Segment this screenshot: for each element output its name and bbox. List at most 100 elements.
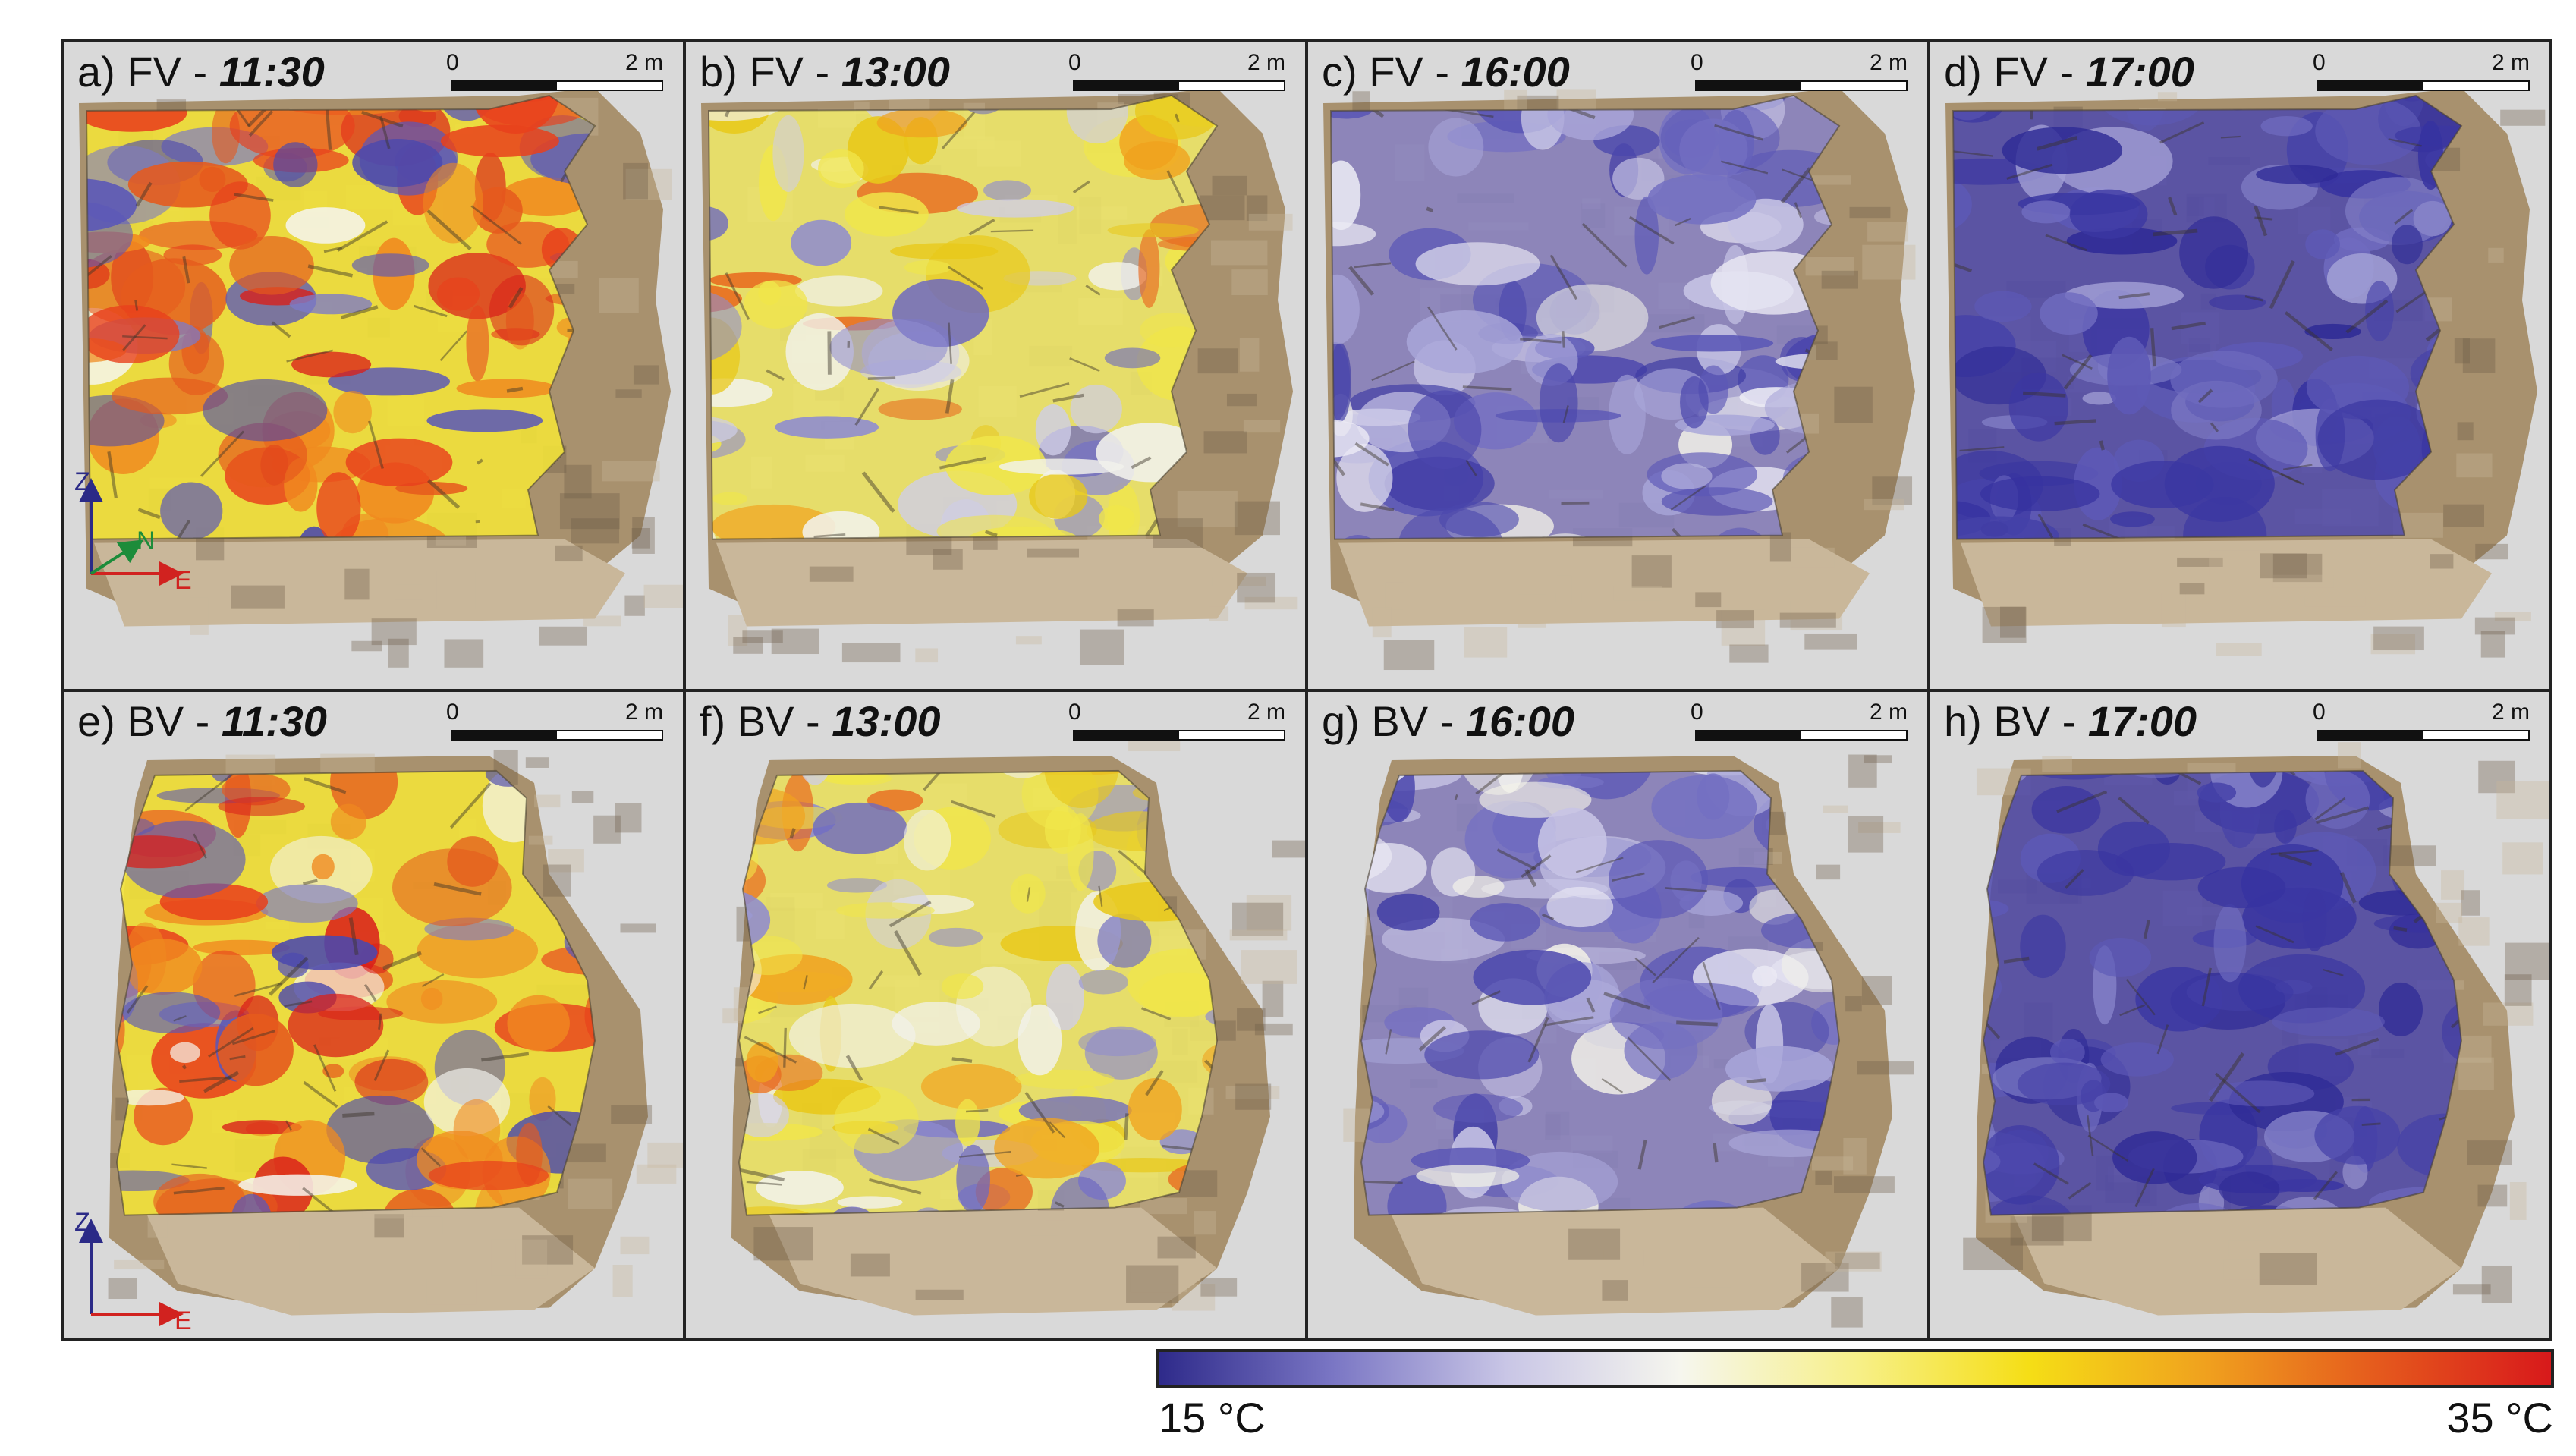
panel-letter: f) (700, 697, 726, 745)
scale-bar: 0 2 m (2313, 50, 2530, 103)
panel-scene (64, 692, 683, 1338)
panel-scene (64, 42, 683, 689)
panel-letter: h) (1944, 697, 1982, 745)
panel-view: BV (1993, 697, 2051, 745)
panel-sep: - (1423, 48, 1461, 96)
panel-scene (686, 42, 1305, 689)
panel-image (701, 87, 1298, 665)
scale-bar-fill (452, 731, 557, 739)
panel-scene (1930, 692, 2549, 1338)
panel-bv-1600: g) BV - 16:00 0 2 m (1308, 691, 1927, 1338)
panel-letter: d) (1944, 48, 1982, 96)
scale-bar: 0 2 m (446, 50, 663, 103)
scale-zero-label: 0 (1068, 50, 1081, 75)
thermal-overlay (1953, 95, 2461, 539)
panel-image (1963, 741, 2549, 1316)
scale-length-label: 2 m (1247, 50, 1285, 75)
panel-scene (1930, 42, 2549, 689)
panel-sep: - (794, 697, 832, 745)
scale-zero-label: 0 (1691, 50, 1703, 75)
panel-time: 16:00 (1465, 697, 1575, 745)
panel-view: BV (127, 697, 184, 745)
panel-view: BV (1371, 697, 1429, 745)
scale-length-label: 2 m (624, 699, 663, 725)
panel-fv-1600: c) FV - 16:00 0 2 m (1308, 42, 1927, 689)
panel-letter: a) (77, 48, 115, 96)
panel-view: BV (737, 697, 794, 745)
panel-view: FV (127, 48, 181, 96)
panel-title: g) BV - 16:00 (1322, 697, 1574, 746)
z-axis-label: Z (74, 1208, 90, 1237)
panel-image (1343, 754, 1914, 1328)
scale-bar-fill (1074, 82, 1179, 90)
scale-bar-fill (2319, 731, 2423, 739)
panel-sep: - (2050, 697, 2088, 745)
panel-sep-space (1360, 697, 1372, 745)
panel-image (722, 737, 1305, 1316)
panel-sep-space (115, 48, 127, 96)
panel-time: 11:30 (219, 48, 325, 96)
panel-title: f) BV - 13:00 (700, 697, 940, 746)
panel-scene (1308, 42, 1927, 689)
thermal-overlay (117, 770, 595, 1215)
thermal-overlay (1983, 770, 2461, 1215)
e-axis-label: E (175, 566, 192, 595)
scale-bar: 0 2 m (1068, 50, 1285, 103)
scale-length-label: 2 m (1247, 699, 1285, 725)
scale-bar-fill (2319, 82, 2423, 90)
scale-bar: 0 2 m (1068, 699, 1285, 753)
scale-bar-graphic (1073, 80, 1285, 91)
panel-sep-space (1357, 48, 1370, 96)
scale-length-label: 2 m (1869, 50, 1908, 75)
e-axis-label: E (175, 1307, 192, 1335)
scale-zero-label: 0 (446, 699, 459, 725)
panel-image (108, 749, 683, 1316)
scale-length-label: 2 m (2491, 699, 2530, 725)
panel-view: FV (1993, 48, 2048, 96)
scale-bar-graphic (2317, 729, 2530, 741)
scale-zero-label: 0 (2313, 699, 2326, 725)
panel-time: 13:00 (832, 697, 941, 745)
scale-bar-fill (452, 82, 557, 90)
colorbar-min-label: 15 °C (1159, 1394, 1266, 1442)
scale-bar-graphic (1073, 729, 1285, 741)
scale-bar: 0 2 m (1691, 50, 1908, 103)
panel-sep: - (2047, 48, 2086, 96)
panel-bv-1700: h) BV - 17:00 0 2 m (1930, 691, 2549, 1338)
temperature-colorbar (1156, 1349, 2554, 1388)
panel-letter: e) (77, 697, 115, 745)
scale-zero-label: 0 (1068, 699, 1081, 725)
scale-bar-graphic (2317, 80, 2530, 91)
scale-bar-graphic (1695, 80, 1908, 91)
n-axis-arrow (90, 539, 144, 575)
colorbar-max-label: 35 °C (2446, 1394, 2553, 1442)
scale-bar-fill (1697, 82, 1801, 90)
z-axis-label: Z (74, 467, 90, 496)
panel-title: a) FV - 11:30 (77, 47, 325, 96)
panel-time: 13:00 (841, 48, 950, 96)
panel-title: d) FV - 17:00 (1944, 47, 2194, 96)
panel-sep-space (1982, 48, 1994, 96)
panel-time: 16:00 (1461, 48, 1570, 96)
scale-zero-label: 0 (446, 50, 459, 75)
thermal-overlay (86, 95, 595, 539)
panel-time: 17:00 (2087, 697, 2197, 745)
panel-image (79, 87, 683, 668)
scale-bar-fill (1074, 731, 1179, 739)
panel-title: c) FV - 16:00 (1322, 47, 1570, 96)
panel-image (1945, 87, 2546, 658)
panel-scene (686, 692, 1305, 1338)
panel-letter: g) (1322, 697, 1360, 745)
panel-view: FV (749, 48, 804, 96)
panel-title: b) FV - 13:00 (700, 47, 950, 96)
panel-title: h) BV - 17:00 (1944, 697, 2197, 746)
panel-sep: - (803, 48, 841, 96)
panel-letter: b) (700, 48, 738, 96)
panel-scene (1308, 692, 1927, 1338)
